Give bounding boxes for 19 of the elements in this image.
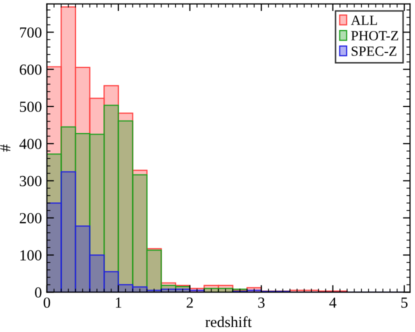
- x-axis-title: redshift: [205, 316, 252, 328]
- legend-label: PHOT-Z: [351, 31, 398, 40]
- x-tick-label: 5: [401, 298, 408, 308]
- y-tick-label: 200: [20, 213, 42, 224]
- y-tick-label: 700: [20, 27, 42, 38]
- x-tick-label: 0: [44, 297, 50, 308]
- y-tick-label: 500: [20, 102, 42, 112]
- legend-label: ALL: [350, 16, 377, 25]
- y-tick-label: 100: [20, 250, 42, 260]
- y-tick-label: 300: [20, 176, 42, 186]
- x-tick-label: 3: [258, 298, 265, 308]
- x-tick-label: 4: [329, 298, 336, 308]
- y-tick-label: 400: [19, 138, 42, 150]
- legend-label: SPEC-Z: [352, 46, 396, 56]
- y-tick-label: 600: [20, 64, 42, 75]
- x-tick-label: 2: [186, 298, 193, 308]
- x-tick-label: 1: [116, 298, 122, 308]
- y-tick-label: 0: [34, 287, 42, 298]
- y-axis-title: #: [0, 144, 10, 152]
